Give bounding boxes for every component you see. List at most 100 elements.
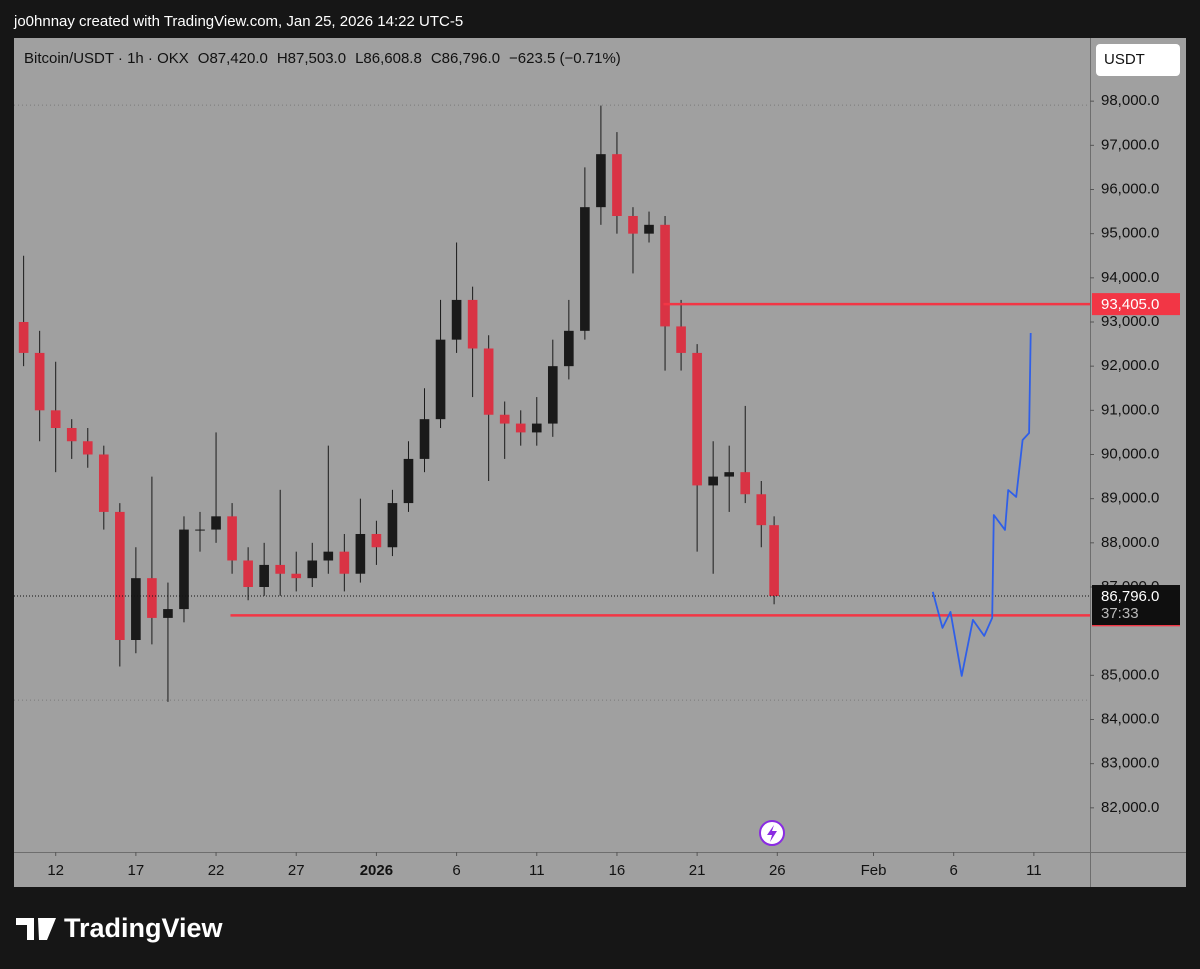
y-tick-label: 96,000.0 — [1101, 180, 1159, 197]
level-label: 93,405.0 — [1101, 296, 1159, 313]
lightning-icon[interactable] — [759, 820, 785, 846]
y-tick-label: 83,000.0 — [1101, 755, 1159, 772]
y-tick-label: 89,000.0 — [1101, 490, 1159, 507]
candle-body — [483, 348, 494, 415]
watermark: jo0hnnay created with TradingView.com, J… — [13, 13, 463, 30]
ohlc-low: L86,608.8 — [355, 50, 422, 67]
x-tick-label: Feb — [861, 862, 887, 879]
candles — [18, 105, 779, 702]
brand-mark — [16, 918, 56, 940]
candle-body — [435, 339, 446, 420]
y-tick-label: 90,000.0 — [1101, 445, 1159, 462]
x-tick-label: 26 — [769, 862, 786, 879]
candle-body — [467, 299, 478, 349]
candle-body — [515, 423, 526, 433]
candle-body — [82, 441, 93, 455]
x-tick-label: 27 — [288, 862, 305, 879]
candle-body — [769, 525, 779, 597]
x-tick-label: 22 — [208, 862, 225, 879]
x-tick-label: 6 — [452, 862, 460, 879]
brand-logo — [16, 918, 56, 940]
candle-body — [564, 330, 574, 367]
candle-body — [291, 573, 302, 579]
candle-body — [580, 207, 590, 331]
candle-body — [211, 516, 221, 530]
candle-body — [692, 352, 702, 486]
candle-body — [660, 224, 670, 327]
candle-body — [339, 551, 350, 574]
candle-body — [147, 578, 157, 618]
candle-body — [612, 154, 622, 216]
y-tick-label: 85,000.0 — [1101, 666, 1159, 683]
candle-body — [163, 609, 173, 618]
x-tick-label: 6 — [950, 862, 958, 879]
x-tick-label: 21 — [689, 862, 706, 879]
candle-body — [419, 419, 430, 459]
y-tick-label: 93,000.0 — [1101, 313, 1159, 330]
candle-body — [243, 560, 253, 587]
candle-body — [131, 578, 141, 640]
y-tick-label: 84,000.0 — [1101, 710, 1159, 727]
current-price-box — [1092, 585, 1180, 626]
candle-body — [179, 529, 189, 610]
candle-body — [66, 427, 77, 442]
y-tick-label: 98,000.0 — [1101, 92, 1159, 109]
y-tick-label: 82,000.0 — [1101, 799, 1159, 816]
candle-body — [387, 503, 398, 548]
candle-body — [644, 224, 654, 234]
candle-body — [708, 476, 718, 486]
candle-body — [355, 533, 366, 574]
candle-body — [275, 564, 286, 574]
current-price-label: 86,796.0 — [1101, 588, 1159, 605]
icon-bolt[interactable] — [767, 825, 777, 842]
candle-body — [323, 551, 334, 561]
candle-body — [451, 299, 462, 340]
candle-body — [371, 533, 382, 548]
candle-body — [227, 516, 237, 561]
candle-body — [50, 410, 61, 428]
x-tick-label: 12 — [47, 862, 64, 879]
candle-body — [195, 529, 205, 531]
y-tick-label: 97,000.0 — [1101, 136, 1159, 153]
y-tick-label: 92,000.0 — [1101, 357, 1159, 374]
level-label-box — [1092, 293, 1180, 316]
candle-body — [499, 414, 510, 424]
candle-body — [307, 560, 318, 579]
ohlc-change: −623.5 (−0.71%) — [509, 50, 621, 67]
y-tick-label: 95,000.0 — [1101, 225, 1159, 242]
x-tick-label: 2026 — [360, 862, 393, 879]
y-tick-label: 94,000.0 — [1101, 269, 1159, 286]
candle-body — [628, 215, 638, 234]
candle-body — [676, 326, 686, 353]
candle-body — [596, 154, 606, 208]
projection-line — [931, 332, 1032, 677]
countdown-label: 37:33 — [1101, 605, 1139, 622]
ohlc-high: H87,503.0 — [276, 50, 347, 67]
y-tick-label: 91,000.0 — [1101, 401, 1159, 418]
candle-body — [98, 454, 109, 512]
candle-body — [34, 352, 45, 411]
x-tick-label: 17 — [128, 862, 145, 879]
ohlc-close: C86,796.0 — [430, 50, 501, 67]
x-tick-label: 11 — [529, 862, 545, 879]
candle-body — [724, 472, 735, 477]
x-tick-label: 11 — [1026, 862, 1042, 879]
candle-body — [547, 366, 558, 424]
currency-button-label[interactable]: USDT — [1104, 51, 1145, 68]
candle-body — [18, 321, 29, 353]
candle-body — [259, 564, 269, 587]
candle-body — [531, 423, 542, 433]
chart-header: Bitcoin/USDT · 1h · OKX O87,420.0 H87,50… — [24, 50, 621, 67]
currency-button[interactable] — [1096, 44, 1180, 76]
symbol-title: Bitcoin/USDT · 1h · OKX — [24, 50, 189, 67]
x-tick-label: 16 — [609, 862, 626, 879]
ohlc-open: O87,420.0 — [197, 50, 268, 67]
y-tick-label: 88,000.0 — [1101, 534, 1159, 551]
candle-body — [115, 511, 125, 640]
candle-body — [756, 494, 767, 526]
brand-name: TradingView — [64, 913, 224, 943]
candle-body — [403, 458, 414, 504]
candle-body — [740, 472, 751, 495]
